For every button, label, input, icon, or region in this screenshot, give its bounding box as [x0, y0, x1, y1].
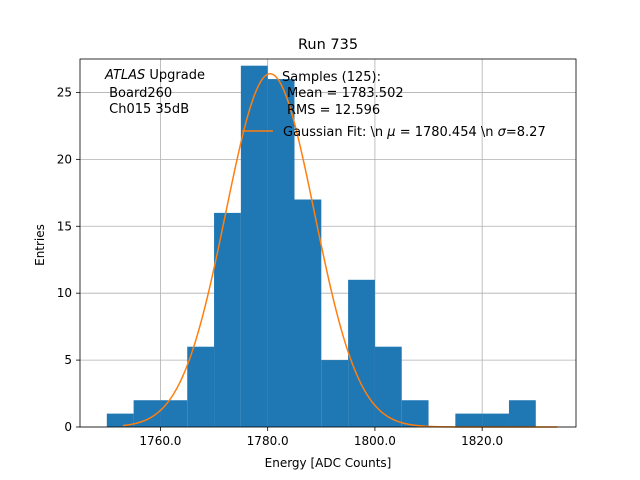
y-tick-label: 15 — [57, 219, 72, 233]
board-label: Board260 — [105, 86, 172, 101]
x-axis-label: Energy [ADC Counts] — [265, 456, 392, 470]
legend-mean: Mean = 1783.502 — [287, 86, 404, 101]
legend-fit-mu-symbol: μ — [386, 125, 395, 140]
legend-fit-suffix: =8.27 — [506, 125, 546, 140]
histogram-bar — [401, 400, 429, 427]
y-tick-label: 5 — [64, 353, 72, 367]
upgrade-label: Upgrade — [145, 68, 205, 83]
legend-fit-prefix: Gaussian Fit: \n — [283, 125, 387, 140]
histogram-bar — [187, 346, 215, 427]
histogram-bar — [508, 400, 536, 427]
x-tick-label: 1760.0 — [139, 434, 181, 448]
legend-fit-sigma-symbol: σ — [498, 125, 507, 140]
legend-samples: Samples (125): — [282, 70, 381, 85]
y-tick-label: 0 — [64, 420, 72, 434]
histogram-bar — [267, 79, 295, 427]
histogram-bar — [348, 279, 375, 427]
histogram-bar — [482, 413, 509, 427]
legend-fit-label: Gaussian Fit: \n μ = 1780.454 \n σ=8.27 — [283, 125, 546, 140]
legend-fit-mid: = 1780.454 \n — [396, 125, 498, 140]
histogram-bar — [160, 400, 188, 427]
y-tick-label: 10 — [57, 286, 72, 300]
atlas-annotation: ATLAS Upgrade Board260 Ch015 35dB — [104, 68, 205, 117]
x-tick-label: 1800.0 — [354, 434, 396, 448]
chart-title: Run 735 — [298, 37, 358, 53]
histogram-bars — [106, 65, 536, 427]
histogram-bar — [455, 413, 483, 427]
atlas-label: ATLAS — [104, 68, 145, 83]
histogram-bar — [294, 199, 322, 427]
axes-frame — [79, 58, 577, 428]
axis-ticks: 1760.0 1780.0 1800.0 1820.0 0 5 10 15 20 25 — [57, 85, 503, 448]
histogram-bar — [106, 413, 134, 427]
histogram-bar — [321, 360, 349, 427]
svg-text:ATLAS Upgrade: ATLAS Upgrade — [104, 68, 205, 83]
y-tick-label: 25 — [57, 85, 72, 99]
y-axis-label: Entries — [33, 224, 47, 266]
histogram-bar — [374, 346, 402, 427]
y-tick-label: 20 — [57, 152, 72, 166]
histogram-bar — [214, 212, 241, 427]
x-tick-label: 1820.0 — [461, 434, 503, 448]
x-tick-label: 1780.0 — [247, 434, 289, 448]
legend: Samples (125): Mean = 1783.502 RMS = 12.… — [242, 70, 546, 140]
channel-label: Ch015 35dB — [105, 102, 189, 117]
legend-rms: RMS = 12.596 — [287, 103, 380, 118]
histogram-bar — [240, 65, 268, 427]
